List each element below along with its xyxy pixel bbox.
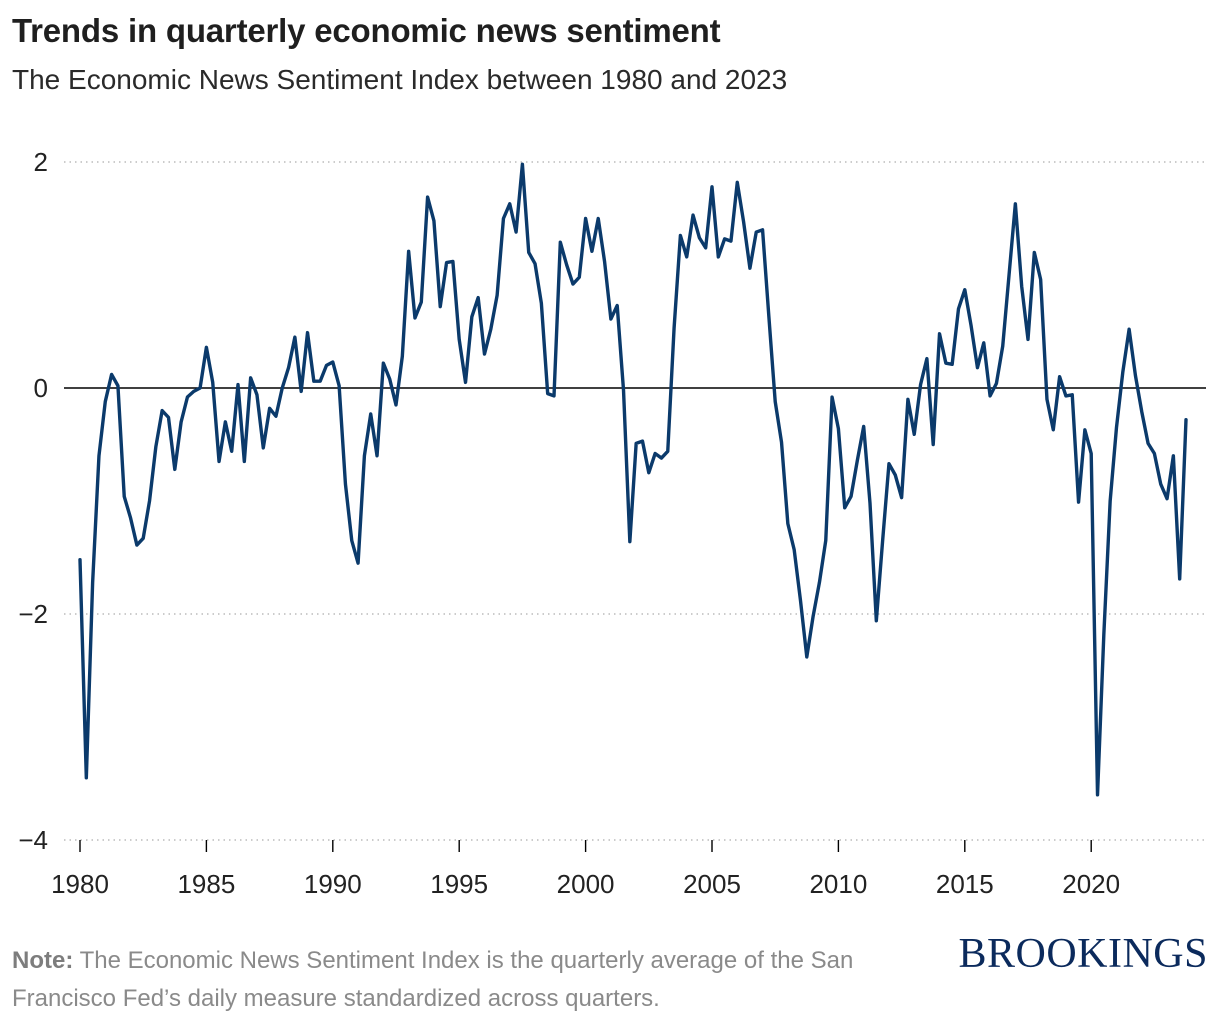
x-tick-label: 2005 (683, 869, 741, 899)
y-tick-label: −2 (18, 599, 48, 629)
y-tick-label: 0 (34, 373, 48, 403)
x-tick-label: 2010 (809, 869, 867, 899)
series-layer (78, 162, 1188, 797)
x-tick-label: 1990 (304, 869, 362, 899)
x-tick-label: 2015 (936, 869, 994, 899)
chart-title: Trends in quarterly economic news sentim… (12, 12, 721, 49)
gridlines (64, 161, 1206, 841)
footnote-label: Note: (12, 947, 74, 974)
chart-subtitle: The Economic News Sentiment Index betwee… (12, 64, 788, 95)
y-axis-tick-labels: −4 −2 0 2 (18, 147, 48, 855)
x-tick-label: 1985 (177, 869, 235, 899)
series-line-1 (78, 162, 1188, 797)
x-axis: 1980 1985 1990 1995 2000 2005 2010 2015 2020 (51, 840, 1120, 899)
x-tick-label: 1980 (51, 869, 109, 899)
footnote-text: The Economic News Sentiment Index is the… (12, 947, 854, 1012)
footnote: Note: The Economic News Sentiment Index … (12, 942, 912, 1018)
brookings-logo: BROOKINGS (958, 931, 1208, 977)
x-tick-label: 1995 (430, 869, 488, 899)
y-tick-label: 2 (34, 147, 48, 177)
x-tick-label: 2000 (557, 869, 615, 899)
y-tick-label: −4 (18, 825, 48, 855)
x-tick-label: 2020 (1062, 869, 1120, 899)
